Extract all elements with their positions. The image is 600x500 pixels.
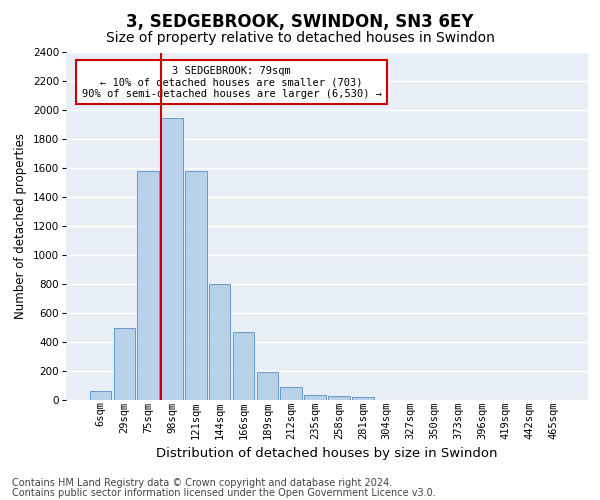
Text: Contains public sector information licensed under the Open Government Licence v3: Contains public sector information licen… xyxy=(12,488,436,498)
Bar xyxy=(209,284,230,400)
Text: 3, SEDGEBROOK, SWINDON, SN3 6EY: 3, SEDGEBROOK, SWINDON, SN3 6EY xyxy=(126,12,474,30)
Bar xyxy=(328,396,350,400)
Bar xyxy=(185,171,206,400)
Bar xyxy=(233,332,254,400)
Y-axis label: Number of detached properties: Number of detached properties xyxy=(14,133,27,320)
Text: Contains HM Land Registry data © Crown copyright and database right 2024.: Contains HM Land Registry data © Crown c… xyxy=(12,478,392,488)
Bar xyxy=(280,387,302,400)
Bar xyxy=(90,392,111,400)
Bar xyxy=(113,328,135,400)
Text: 3 SEDGEBROOK: 79sqm
← 10% of detached houses are smaller (703)
90% of semi-detac: 3 SEDGEBROOK: 79sqm ← 10% of detached ho… xyxy=(82,66,382,98)
Bar xyxy=(137,171,159,400)
Text: Size of property relative to detached houses in Swindon: Size of property relative to detached ho… xyxy=(106,31,494,45)
Bar xyxy=(352,397,374,400)
Bar xyxy=(161,118,183,400)
Bar xyxy=(257,372,278,400)
Bar xyxy=(304,395,326,400)
X-axis label: Distribution of detached houses by size in Swindon: Distribution of detached houses by size … xyxy=(156,447,498,460)
